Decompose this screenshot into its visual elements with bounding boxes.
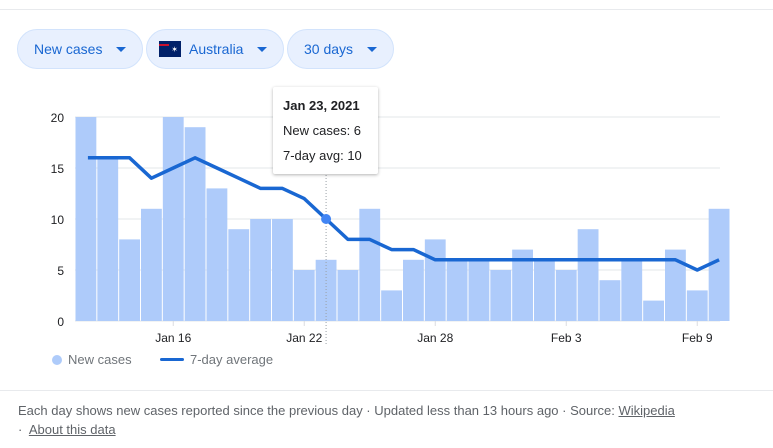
legend-label: 7-day average [190, 352, 274, 367]
y-tick-label: 20 [51, 111, 65, 125]
average-line [87, 156, 720, 272]
bar [272, 219, 293, 321]
chart-tooltip: Jan 23, 2021 New cases: 6 7-day avg: 10 [273, 87, 378, 174]
cases-chart[interactable]: 0 5 10 15 20 Jan 16 Jan 22 Jan 28 Feb 3 Feb 9 [0, 0, 773, 390]
bar [512, 249, 533, 321]
x-tick-label: Jan 22 [286, 331, 322, 345]
about-data-link[interactable]: About this data [28, 422, 116, 437]
top-divider [0, 9, 773, 10]
footer-divider [0, 390, 773, 391]
bar [359, 208, 381, 321]
metric-label: New cases [34, 41, 103, 57]
bar [75, 117, 97, 321]
bar [162, 117, 184, 321]
legend-dot-icon [52, 354, 62, 365]
bar [228, 229, 250, 321]
bar [621, 259, 643, 321]
bar [468, 259, 490, 321]
bar [315, 259, 337, 321]
bar [293, 270, 315, 321]
bar [206, 188, 228, 321]
country-label: Australia [189, 41, 244, 57]
y-tick-label: 5 [57, 264, 64, 278]
tooltip-date: Jan 23, 2021 [283, 98, 360, 113]
bar [643, 300, 664, 321]
highlight-point [321, 214, 332, 224]
chevron-down-icon [367, 46, 378, 52]
australia-flag-icon [159, 41, 181, 57]
bar [686, 290, 708, 321]
bar [403, 259, 424, 321]
bar [708, 208, 730, 321]
x-tick-label: Jan 16 [155, 331, 191, 345]
legend-line-icon [160, 358, 184, 361]
bar [141, 208, 162, 321]
bar [490, 270, 512, 321]
y-tick-label: 0 [57, 315, 64, 329]
bar [184, 127, 206, 321]
bar [250, 219, 271, 321]
y-tick-label: 15 [51, 162, 65, 176]
range-label: 30 days [304, 41, 354, 57]
source-link[interactable]: Wikipedia [618, 403, 675, 418]
separator: · [18, 422, 29, 437]
bar [534, 259, 555, 321]
tooltip-avg: 7-day avg: 10 [283, 148, 362, 163]
chevron-down-icon [257, 46, 268, 52]
x-tick-label: Feb 9 [682, 331, 713, 345]
footer-text: Each day shows new cases reported since … [18, 403, 619, 418]
bar [599, 280, 621, 321]
bar [424, 239, 446, 321]
bar [446, 259, 468, 321]
chevron-down-icon [116, 46, 127, 52]
footer: Each day shows new cases reported since … [18, 401, 768, 439]
country-dropdown[interactable]: Australia [146, 29, 285, 69]
bar [119, 239, 140, 321]
y-tick-label: 10 [51, 213, 65, 227]
bar [577, 229, 599, 321]
legend-label: New cases [68, 352, 132, 367]
bar [665, 249, 686, 321]
legend-average: 7-day average [160, 352, 273, 367]
range-dropdown[interactable]: 30 days [287, 29, 395, 69]
x-tick-label: Jan 28 [417, 331, 453, 345]
bar [381, 290, 402, 321]
bar [555, 270, 577, 321]
legend-new-cases: New cases [52, 352, 132, 367]
bar [337, 270, 359, 321]
bar [97, 157, 119, 321]
tooltip-cases: New cases: 6 [283, 123, 362, 138]
x-tick-label: Feb 3 [551, 331, 582, 345]
metric-dropdown[interactable]: New cases [17, 29, 144, 69]
